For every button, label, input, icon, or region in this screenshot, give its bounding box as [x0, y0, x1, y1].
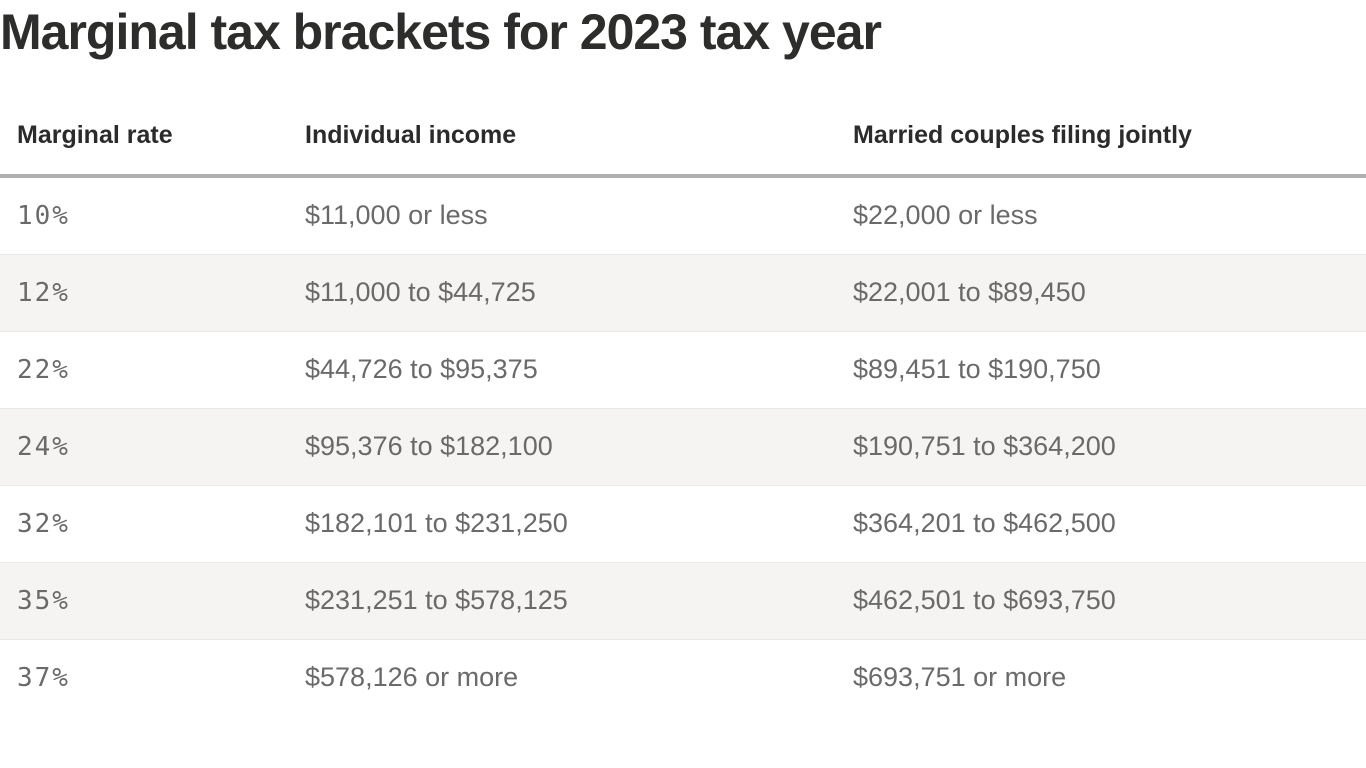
individual-income-cell: $95,376 to $182,100: [305, 431, 553, 461]
rate-cell: 32%: [17, 508, 70, 539]
individual-income-cell: $578,126 or more: [305, 662, 519, 692]
table-header-row: Marginal rate Individual income Married …: [0, 97, 1366, 178]
rate-cell: 24%: [17, 431, 70, 462]
table-row: 37% $578,126 or more $693,751 or more: [0, 639, 1366, 716]
rate-cell: 22%: [17, 354, 70, 385]
married-income-cell: $462,501 to $693,750: [853, 585, 1116, 615]
married-income-cell: $22,000 or less: [853, 200, 1038, 230]
married-income-cell: $693,751 or more: [853, 662, 1067, 692]
rate-cell: 35%: [17, 585, 70, 616]
married-income-cell: $22,001 to $89,450: [853, 277, 1086, 307]
table-row: 12% $11,000 to $44,725 $22,001 to $89,45…: [0, 254, 1366, 331]
tax-brackets-table: Marginal rate Individual income Married …: [0, 97, 1366, 716]
table-row: 32% $182,101 to $231,250 $364,201 to $46…: [0, 485, 1366, 562]
rate-cell: 10%: [17, 200, 70, 231]
rate-cell: 37%: [17, 662, 70, 693]
table-row: 22% $44,726 to $95,375 $89,451 to $190,7…: [0, 331, 1366, 408]
page-title: Marginal tax brackets for 2023 tax year: [0, 4, 882, 60]
rate-cell: 12%: [17, 277, 70, 308]
married-income-cell: $364,201 to $462,500: [853, 508, 1116, 538]
column-header-marginal-rate: Marginal rate: [0, 97, 305, 178]
table-row: 10% $11,000 or less $22,000 or less: [0, 176, 1366, 255]
individual-income-cell: $44,726 to $95,375: [305, 354, 538, 384]
table-row: 24% $95,376 to $182,100 $190,751 to $364…: [0, 408, 1366, 485]
married-income-cell: $89,451 to $190,750: [853, 354, 1101, 384]
table-row: 35% $231,251 to $578,125 $462,501 to $69…: [0, 562, 1366, 639]
column-header-married-filing-jointly: Married couples filing jointly: [853, 97, 1366, 178]
individual-income-cell: $11,000 to $44,725: [305, 277, 536, 307]
tax-brackets-figure: Marginal tax brackets for 2023 tax year …: [0, 4, 1366, 768]
individual-income-cell: $182,101 to $231,250: [305, 508, 568, 538]
individual-income-cell: $11,000 or less: [305, 200, 488, 230]
column-header-individual-income: Individual income: [305, 97, 853, 178]
individual-income-cell: $231,251 to $578,125: [305, 585, 568, 615]
married-income-cell: $190,751 to $364,200: [853, 431, 1116, 461]
